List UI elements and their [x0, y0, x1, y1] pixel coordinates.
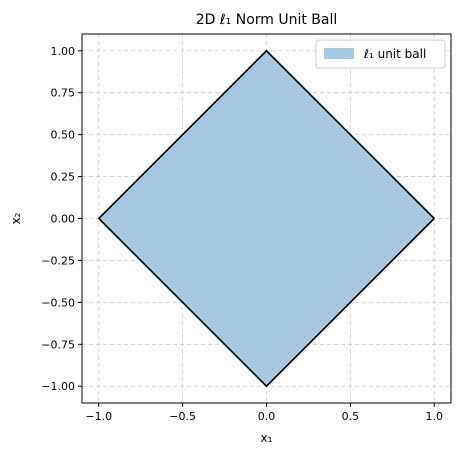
- y-tick-label: −1.00: [41, 380, 75, 393]
- series-fill: [98, 50, 435, 387]
- x-tick-label: −0.5: [169, 410, 196, 423]
- series-outline: [97, 49, 435, 388]
- x-tick-label: −1.0: [85, 410, 112, 423]
- y-axis-label: x₂: [9, 212, 23, 224]
- x-tick-label: 1.0: [425, 410, 443, 423]
- y-tick-label: 0.25: [51, 171, 76, 184]
- y-tick-label: 1.00: [51, 45, 76, 58]
- chart-title: 2D ℓ₁ Norm Unit Ball: [196, 12, 338, 28]
- x-tick-label: 0.5: [342, 410, 360, 423]
- y-tick-label: −0.50: [41, 296, 75, 309]
- y-tick-label: 0.75: [51, 87, 76, 100]
- x-tick-label: 0.0: [258, 410, 276, 423]
- y-tick-label: −0.75: [41, 338, 75, 351]
- series-layer: [97, 49, 435, 388]
- ticks: −1.0 −0.5 0.0 0.5 1.0 1.00 0.75 0.50 0.25 0.00 −0.…: [41, 45, 443, 423]
- legend-swatch: [324, 48, 354, 59]
- x-axis-label: x₁: [261, 431, 273, 445]
- legend-label: ℓ₁ unit ball: [363, 47, 426, 61]
- y-tick-label: −0.25: [41, 254, 75, 267]
- legend: ℓ₁ unit ball: [315, 39, 446, 69]
- y-tick-label: 0.00: [51, 213, 76, 226]
- legend-box: [315, 39, 446, 69]
- y-tick-label: 0.50: [51, 129, 76, 142]
